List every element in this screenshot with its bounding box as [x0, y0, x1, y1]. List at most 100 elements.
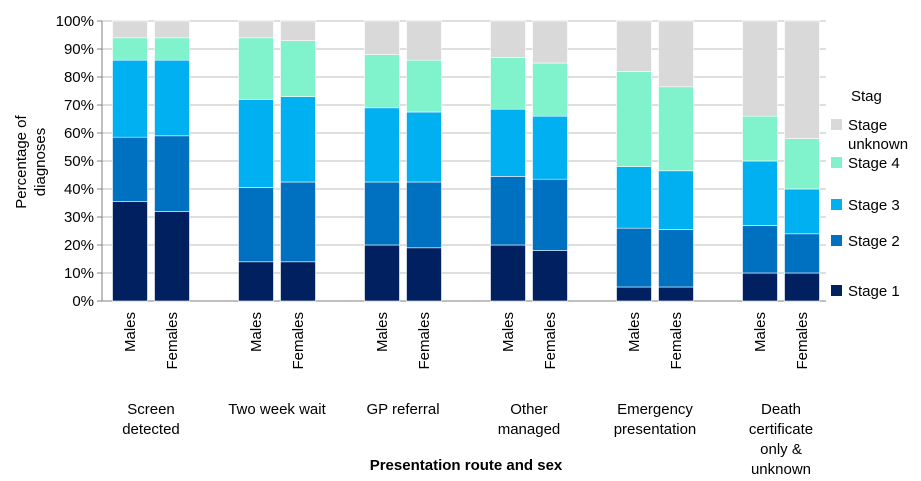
legend-label: Stage unknown: [848, 117, 908, 153]
x-group-label: Death certificate only & unknown: [749, 401, 813, 478]
x-group-label: GP referral: [366, 401, 439, 418]
bar-stack: [238, 20, 274, 302]
x-category-label: Males: [626, 312, 643, 352]
bar-segment-stage-3: [742, 160, 778, 226]
bar-segment-stage-unknown: [616, 20, 652, 72]
bar-segment-stage-unknown: [280, 20, 316, 41]
x-category-label: Females: [290, 312, 307, 370]
bar-segment-stage-unknown: [490, 20, 526, 58]
bar-stack: [112, 20, 148, 302]
legend-entry: Stage 3: [831, 197, 900, 214]
bar-segment-stage-3: [532, 115, 568, 180]
bar-segment-stage-2: [154, 135, 190, 212]
x-category-label: Females: [794, 312, 811, 370]
x-category-labels: Males Females Males Females Males Females Male…: [122, 312, 811, 370]
legend-label: Stage 3: [848, 197, 900, 214]
x-group-label: Other managed: [498, 401, 561, 438]
y-tick-label: 20%: [64, 237, 94, 254]
bar-segment-stage-1: [742, 272, 778, 302]
legend-label: Stage 4: [848, 155, 900, 172]
bar-segment-stage-3: [784, 188, 820, 235]
bar-segment-stage-2: [658, 229, 694, 288]
bar-segment-stage-2: [742, 225, 778, 274]
bar-segment-stage-1: [238, 261, 274, 302]
bar-stack: [784, 20, 820, 302]
x-category-label: Females: [416, 312, 433, 370]
gridlines: [102, 20, 826, 302]
bar-segment-stage-4: [364, 54, 400, 109]
bar-segment-stage-1: [784, 272, 820, 302]
bar-segment-stage-unknown: [238, 20, 274, 39]
x-group-label: Screen detected: [122, 401, 180, 438]
bar-stack: [658, 20, 694, 302]
bar-stack: [532, 20, 568, 302]
bar-segment-stage-unknown: [406, 20, 442, 61]
bar-segment-stage-3: [238, 99, 274, 188]
bars: [112, 20, 820, 302]
bar-segment-stage-2: [616, 227, 652, 288]
bar-segment-stage-1: [112, 201, 148, 302]
x-category-label: Males: [248, 312, 265, 352]
bar-segment-stage-4: [406, 59, 442, 113]
y-tick-label: 60%: [64, 125, 94, 142]
bar-segment-stage-3: [616, 166, 652, 229]
bar-segment-stage-unknown: [364, 20, 400, 55]
bar-segment-stage-2: [490, 176, 526, 246]
bar-segment-stage-2: [784, 233, 820, 274]
bar-stack: [490, 20, 526, 302]
bar-segment-stage-2: [364, 181, 400, 246]
bar-stack: [364, 20, 400, 302]
y-tick-label: 70%: [64, 97, 94, 114]
bar-segment-stage-4: [658, 86, 694, 172]
bar-segment-stage-3: [364, 107, 400, 183]
bar-segment-stage-4: [742, 115, 778, 162]
y-tick-label: 80%: [64, 69, 94, 86]
legend-swatch: [831, 157, 842, 168]
y-tick-label: 30%: [64, 209, 94, 226]
y-tick-label: 0%: [72, 293, 94, 310]
legend-entry: Stage unknown: [831, 117, 908, 153]
x-group-label: Emergency presentation: [614, 401, 697, 438]
bar-stack: [616, 20, 652, 302]
y-tick-label: 40%: [64, 181, 94, 198]
bar-segment-stage-2: [280, 181, 316, 263]
legend-swatch: [831, 235, 842, 246]
bar-segment-stage-4: [532, 62, 568, 117]
bar-segment-stage-unknown: [112, 20, 148, 39]
bar-segment-stage-4: [238, 37, 274, 100]
bar-segment-stage-4: [616, 71, 652, 167]
bar-segment-stage-3: [490, 108, 526, 177]
x-axis-title: Presentation route and sex: [370, 457, 563, 474]
legend-entry: Stage 2: [831, 233, 900, 250]
x-group-label: Two week wait: [228, 401, 326, 418]
bar-segment-stage-1: [658, 286, 694, 302]
bar-segment-stage-1: [406, 247, 442, 302]
x-category-label: Males: [122, 312, 139, 352]
bar-segment-stage-unknown: [154, 20, 190, 39]
legend-title: Stag: [851, 88, 882, 105]
bar-stack: [154, 20, 190, 302]
bar-segment-stage-4: [154, 37, 190, 61]
bar-segment-stage-3: [154, 59, 190, 137]
x-category-label: Males: [752, 312, 769, 352]
y-tick-label: 10%: [64, 265, 94, 282]
legend-label: Stage 1: [848, 283, 900, 300]
legend-entry: Stage 1: [831, 283, 900, 300]
legend-swatch: [831, 199, 842, 210]
bar-stack: [742, 20, 778, 302]
bar-segment-stage-1: [154, 211, 190, 302]
bar-segment-stage-3: [406, 111, 442, 183]
x-category-label: Males: [374, 312, 391, 352]
y-tick-label: 50%: [64, 153, 94, 170]
legend-entry: Stage 4: [831, 155, 900, 172]
bar-segment-stage-1: [490, 244, 526, 302]
y-tick-label: 90%: [64, 41, 94, 58]
bar-segment-stage-3: [280, 96, 316, 183]
bar-segment-stage-4: [280, 40, 316, 97]
bar-segment-stage-4: [784, 138, 820, 190]
bar-segment-stage-unknown: [532, 20, 568, 64]
bar-segment-stage-unknown: [784, 20, 820, 139]
x-category-label: Females: [542, 312, 559, 370]
legend-swatch: [831, 285, 842, 296]
